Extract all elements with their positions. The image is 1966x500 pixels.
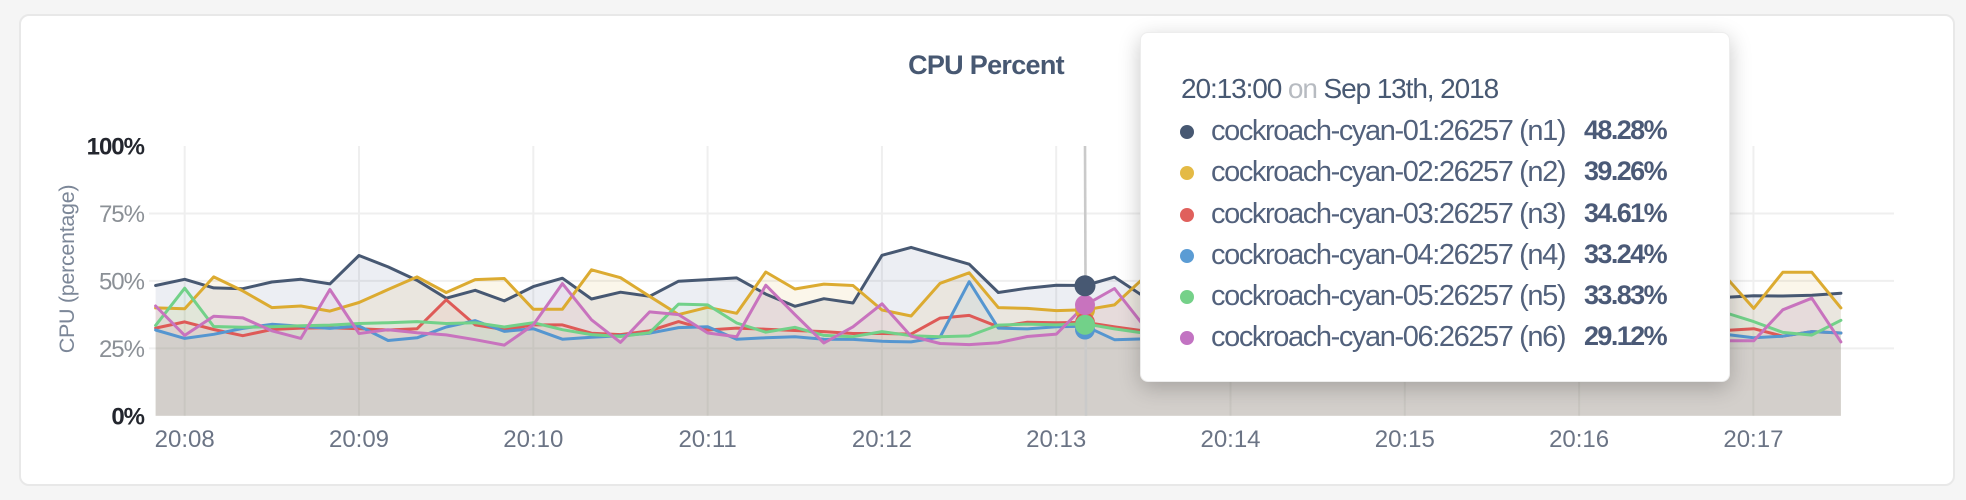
svg-text:20:16: 20:16	[1549, 426, 1609, 453]
svg-text:20:15: 20:15	[1375, 426, 1435, 453]
svg-text:100%: 100%	[87, 134, 145, 161]
svg-text:75%: 75%	[99, 201, 145, 228]
svg-text:20:11: 20:11	[678, 426, 736, 453]
svg-text:20:17: 20:17	[1723, 426, 1783, 453]
svg-text:50%: 50%	[99, 268, 145, 295]
svg-text:0%: 0%	[111, 403, 144, 430]
svg-text:20:10: 20:10	[503, 426, 563, 453]
svg-text:20:08: 20:08	[155, 426, 215, 453]
svg-text:20:14: 20:14	[1200, 426, 1260, 453]
svg-text:25%: 25%	[99, 336, 145, 363]
svg-text:CPU (percentage): CPU (percentage)	[55, 185, 79, 353]
svg-text:20:09: 20:09	[329, 426, 389, 453]
svg-text:20:13: 20:13	[1026, 426, 1086, 453]
svg-text:20:12: 20:12	[852, 426, 912, 453]
